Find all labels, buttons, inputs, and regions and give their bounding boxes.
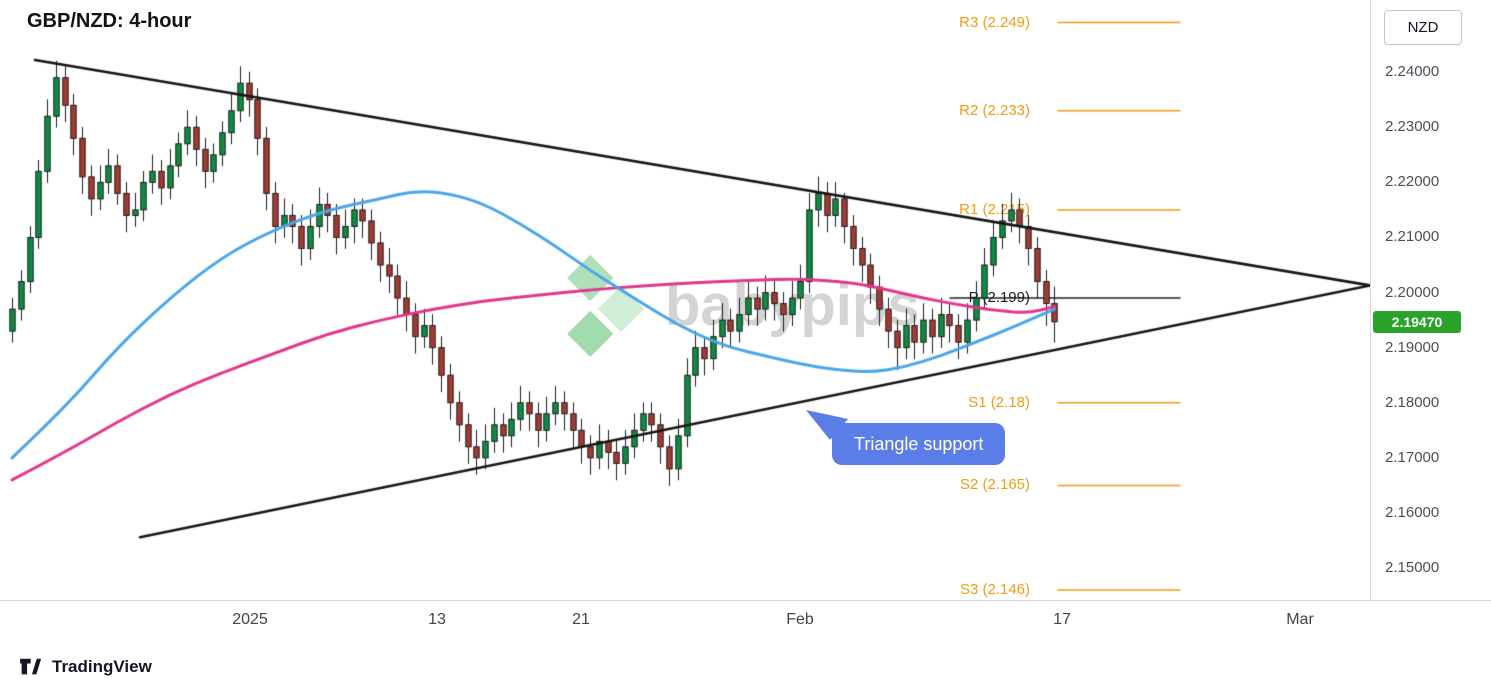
time-axis-label: 13: [428, 611, 446, 628]
tradingview-brand[interactable]: TradingView: [52, 656, 152, 676]
currency-label[interactable]: NZD: [1384, 10, 1462, 45]
triangle-support-callout[interactable]: Triangle support: [806, 410, 1006, 465]
time-axis-label: Feb: [786, 611, 814, 628]
price-axis-divider: [1370, 0, 1371, 600]
last-price-badge: 2.19470: [1373, 310, 1461, 333]
tradingview-logo-icon[interactable]: [18, 654, 43, 679]
callout-tail-icon: [806, 410, 848, 440]
price-tick-label: 2.17000: [1385, 448, 1440, 466]
time-axis-label: 21: [572, 611, 590, 628]
time-axis-label: 2025: [232, 611, 268, 628]
price-tick-label: 2.22000: [1385, 173, 1440, 191]
footer: TradingView: [18, 654, 152, 679]
chart-title: GBP/NZD: 4-hour: [27, 10, 192, 32]
price-tick-label: 2.23000: [1385, 118, 1440, 136]
price-scale[interactable]: NZD 2.24000 2.23000 2.22000 2.21000 2.20000 2…: [1371, 0, 1491, 600]
price-tick-label: 2.18000: [1385, 393, 1440, 411]
price-tick-label: 2.24000: [1385, 63, 1440, 81]
price-chart-canvas[interactable]: [0, 0, 1370, 600]
price-tick-label: 2.19000: [1385, 338, 1440, 356]
time-axis-label: Mar: [1286, 611, 1314, 628]
time-axis-label: 17: [1053, 611, 1071, 628]
price-tick-label: 2.21000: [1385, 228, 1440, 246]
price-tick-label: 2.16000: [1385, 503, 1440, 521]
callout-label: Triangle support: [854, 434, 984, 454]
time-scale[interactable]: 2025 13 21 Feb 17 Mar: [0, 601, 1370, 644]
time-axis-divider: [0, 600, 1491, 601]
price-tick-label: 2.20000: [1385, 283, 1440, 301]
price-tick-label: 2.15000: [1385, 559, 1440, 577]
